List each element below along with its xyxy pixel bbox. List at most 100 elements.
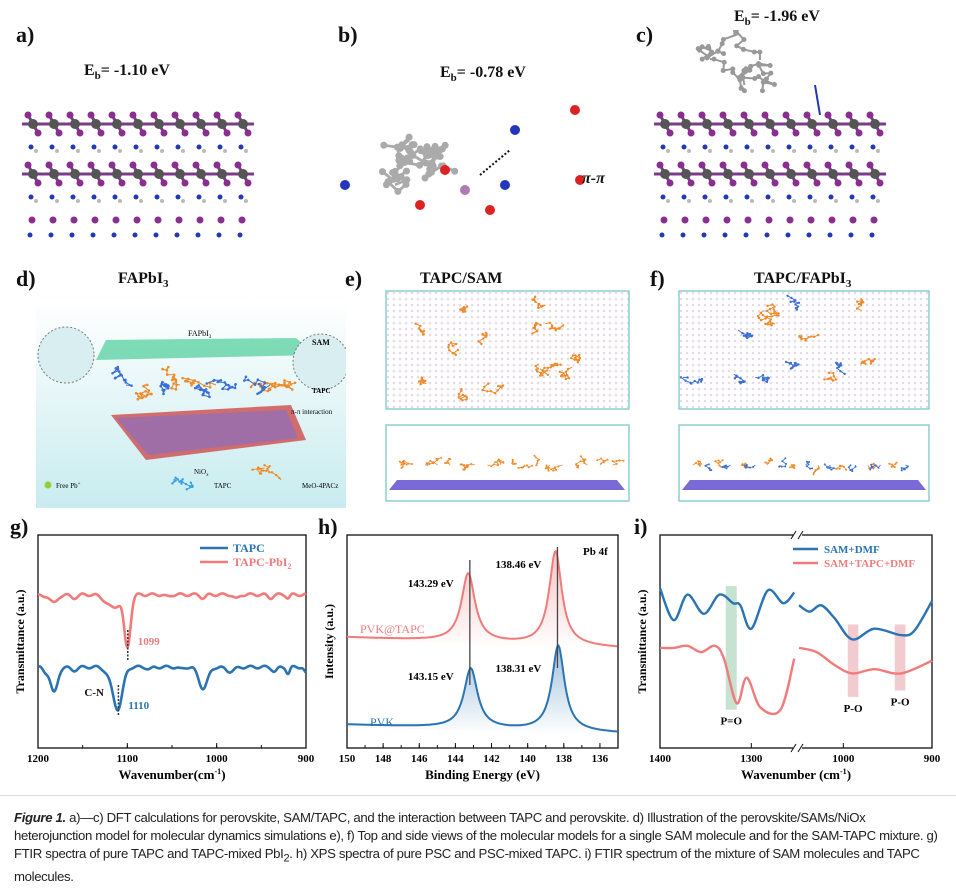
i-atom [834,129,842,137]
i-atom [202,129,210,137]
atom [447,462,450,465]
n-atom [217,194,223,200]
label-legend-meo: MeO-4PACz [302,482,338,490]
pb-atom [154,119,164,129]
atom [425,462,428,465]
h-atom [855,199,859,203]
x-tick-label: 142 [483,753,500,765]
i-atom [855,179,863,187]
pb-atom [660,169,670,179]
n-atom [217,144,223,150]
i-atom [719,161,727,169]
pb-atom [786,169,796,179]
substrate [389,480,625,490]
lattice-art [22,111,254,238]
y-axis-label: Intensity (a.u.) [322,604,336,679]
atom [536,462,539,465]
panel-title-f: TAPC/FAPbI3 [754,270,851,290]
i-atom [87,161,95,169]
n-atom [828,194,834,200]
atom [793,466,796,469]
atom [124,381,128,384]
atom [543,366,546,370]
molecule-art [695,30,821,116]
i-atom [729,129,737,137]
i-atom [834,179,842,187]
n-atom [91,194,97,200]
n-atom [681,144,687,150]
pb-atom [133,119,143,129]
atom [517,466,520,469]
h-atom [118,149,122,153]
i-atom [666,179,674,187]
atom [551,364,555,368]
i-atom [112,216,120,224]
atom [384,178,392,186]
i-atom [698,111,706,119]
i-atom [719,111,727,119]
h-atom [729,199,733,203]
i-atom [45,161,53,169]
i-atom [792,179,800,187]
legend-label-sam-tapc-dmf: SAM+TAPC+DMF [824,558,915,570]
n-atom [723,194,729,200]
atom [743,66,749,72]
atom [895,461,898,464]
i-atom [76,129,84,137]
i-atom [660,216,668,224]
pb-atom [660,119,670,129]
i-atom [786,216,794,224]
chart-i: Wavenumber (cm-1) Transmittance (a.u.) P=O… [635,530,941,782]
atom [571,354,575,357]
i-atom [782,111,790,119]
atom [500,180,510,190]
n-atom [870,194,876,200]
i-atom [244,129,252,137]
x-tick-label: 1400 [649,753,672,765]
h-atom [876,199,880,203]
h-atom [97,149,101,153]
h-atom [708,149,712,153]
i-atom [803,111,811,119]
n-atom [765,144,771,150]
n-atom [112,144,118,150]
atom [596,459,599,462]
pb-atom [196,169,206,179]
i-atom [154,216,162,224]
i-atom [824,111,832,119]
atom [686,376,689,379]
h-atom [666,199,670,203]
atom [734,30,738,31]
pb-atom [70,119,80,129]
n-atom [702,144,708,150]
n-atom [196,144,202,150]
energy-symbol: E [84,62,95,79]
h-atom [223,149,227,153]
i-atom [181,179,189,187]
h-atom [160,149,164,153]
atom [778,465,781,468]
i-atom [687,179,695,187]
h-atom [34,149,38,153]
molecule-structure-b [340,105,585,215]
atom [741,88,747,94]
i-atom [34,129,42,137]
i-atom [45,111,53,119]
h-atom [687,199,691,203]
i-atom [876,129,884,137]
h-atom [750,149,754,153]
atom [575,175,585,185]
i-atom [761,111,769,119]
panel-title-e: TAPC/SAM [420,270,503,287]
i-atom [97,129,105,137]
atom [792,464,795,467]
atom [832,371,835,375]
n-atom [238,194,244,200]
label-free-pb: Free Pb+ [56,482,81,490]
h-atom [139,199,143,203]
panel-label-e: e) [345,266,363,291]
atom [559,363,562,366]
pb-atom [786,119,796,129]
i-atom [677,111,685,119]
energy-value: = -1.96 eV [750,8,820,25]
